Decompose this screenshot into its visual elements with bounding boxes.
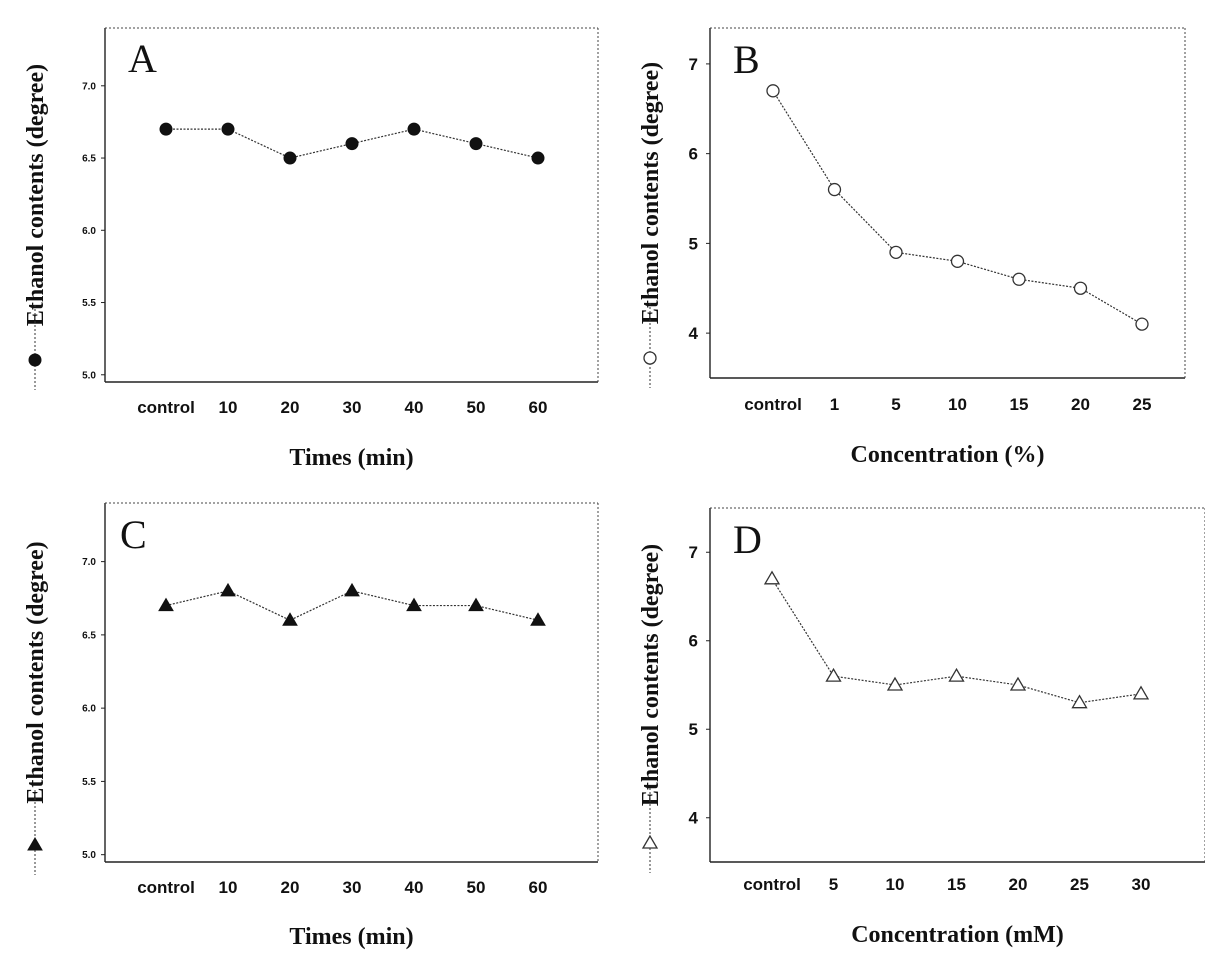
data-point (530, 612, 546, 626)
data-point (406, 597, 422, 612)
data-point (1012, 272, 1026, 286)
data-point (283, 151, 297, 165)
data-point (886, 676, 904, 691)
x-tick-label: 20 (1071, 395, 1090, 414)
data-point (766, 84, 780, 98)
y-tick-label: 6.5 (82, 154, 96, 165)
y-tick-label: 5 (689, 234, 698, 253)
y-tick-label: 7.0 (82, 81, 96, 92)
x-tick-label: 60 (529, 878, 548, 897)
data-point (1009, 676, 1027, 691)
data-point (827, 182, 842, 197)
panel-label: D (733, 517, 762, 562)
x-tick-label: 50 (467, 398, 486, 417)
y-tick-label: 6 (689, 145, 698, 164)
legend-marker (27, 837, 43, 851)
data-point (825, 667, 842, 682)
data-point (1132, 685, 1150, 700)
x-tick-label: 15 (1010, 395, 1029, 414)
data-point (468, 597, 484, 612)
x-tick-label: control (137, 398, 195, 417)
x-axis-title: Concentration (mM) (851, 922, 1064, 948)
x-tick-label: 20 (281, 398, 300, 417)
y-tick-label: 5.5 (82, 298, 96, 309)
y-tick-label: 4 (689, 324, 699, 343)
x-tick-label: control (744, 395, 802, 414)
x-tick-label: 5 (829, 875, 838, 894)
x-tick-label: control (137, 878, 195, 897)
data-point (159, 122, 173, 136)
data-point (763, 570, 781, 585)
data-point (469, 137, 483, 151)
x-tick-label: control (743, 875, 801, 894)
panel-label: C (120, 512, 147, 557)
series-line (771, 578, 1142, 704)
y-tick-label: 7 (689, 55, 698, 74)
y-tick-label: 5.5 (82, 777, 96, 788)
chart-panel-c: C 7.0 6.5 6.0 5.5 5.0 control 10 20 30 40 50 60 Times… (23, 502, 599, 950)
legend-marker (643, 351, 657, 365)
data-point (531, 151, 545, 165)
x-axis-title: Times (min) (289, 445, 413, 471)
x-tick-label: 30 (1132, 875, 1151, 894)
x-tick-label: 50 (467, 878, 486, 897)
x-tick-label: 40 (405, 878, 424, 897)
y-tick-label: 5.0 (82, 850, 96, 861)
x-tick-label: 30 (343, 878, 362, 897)
y-axis-title: Ethanol contents (degree) (23, 64, 49, 326)
x-tick-label: 20 (1009, 875, 1028, 894)
data-point (948, 667, 965, 682)
x-axis-title: Times (min) (289, 924, 413, 950)
x-tick-label: 60 (529, 398, 548, 417)
x-tick-label: 5 (891, 395, 900, 414)
data-point (345, 137, 359, 151)
x-tick-label: 10 (219, 398, 238, 417)
x-tick-label: 30 (343, 398, 362, 417)
y-tick-label: 6.0 (82, 226, 96, 237)
x-tick-label: 10 (219, 878, 238, 897)
panel-label: A (128, 36, 157, 81)
legend-marker (641, 834, 659, 849)
y-tick-label: 7 (689, 543, 698, 562)
x-tick-label: 40 (405, 398, 424, 417)
y-tick-label: 6.5 (82, 630, 96, 641)
y-axis-title: Ethanol contents (degree) (23, 541, 49, 803)
y-tick-label: 5 (689, 720, 698, 739)
y-tick-label: 5.0 (82, 370, 96, 381)
x-tick-label: 10 (948, 395, 967, 414)
chart-panel-a: A 7.0 6.5 6.0 5.5 5.0 control 10 20 30 40 50 60 Times… (23, 27, 599, 471)
y-tick-label: 6 (689, 632, 698, 651)
x-tick-label: 10 (886, 875, 905, 894)
data-point (1135, 317, 1149, 331)
data-point (950, 254, 965, 268)
x-tick-label: 15 (947, 875, 966, 894)
panel-label: B (733, 37, 760, 82)
y-tick-label: 4 (689, 809, 699, 828)
y-tick-label: 7.0 (82, 557, 96, 568)
legend-marker (28, 353, 42, 367)
y-axis-title: Ethanol contents (degree) (638, 62, 664, 324)
y-tick-label: 6.0 (82, 704, 96, 715)
data-point (282, 612, 298, 626)
x-tick-label: 1 (830, 395, 839, 414)
x-tick-label: 20 (281, 878, 300, 897)
y-axis-title: Ethanol contents (degree) (638, 544, 664, 806)
data-point (221, 122, 235, 136)
x-axis-title: Concentration (%) (851, 442, 1045, 468)
data-point (220, 582, 236, 597)
x-tick-label: 25 (1070, 875, 1089, 894)
data-point (1071, 694, 1088, 709)
data-point (407, 122, 421, 136)
x-tick-label: 25 (1133, 395, 1152, 414)
chart-panel-d: D 7 6 5 4 control 5 10 15 20 25 30 Concentration (mM… (638, 507, 1205, 948)
data-point (1073, 281, 1088, 295)
data-point (158, 597, 174, 612)
data-point (889, 245, 903, 260)
data-point (344, 582, 360, 597)
